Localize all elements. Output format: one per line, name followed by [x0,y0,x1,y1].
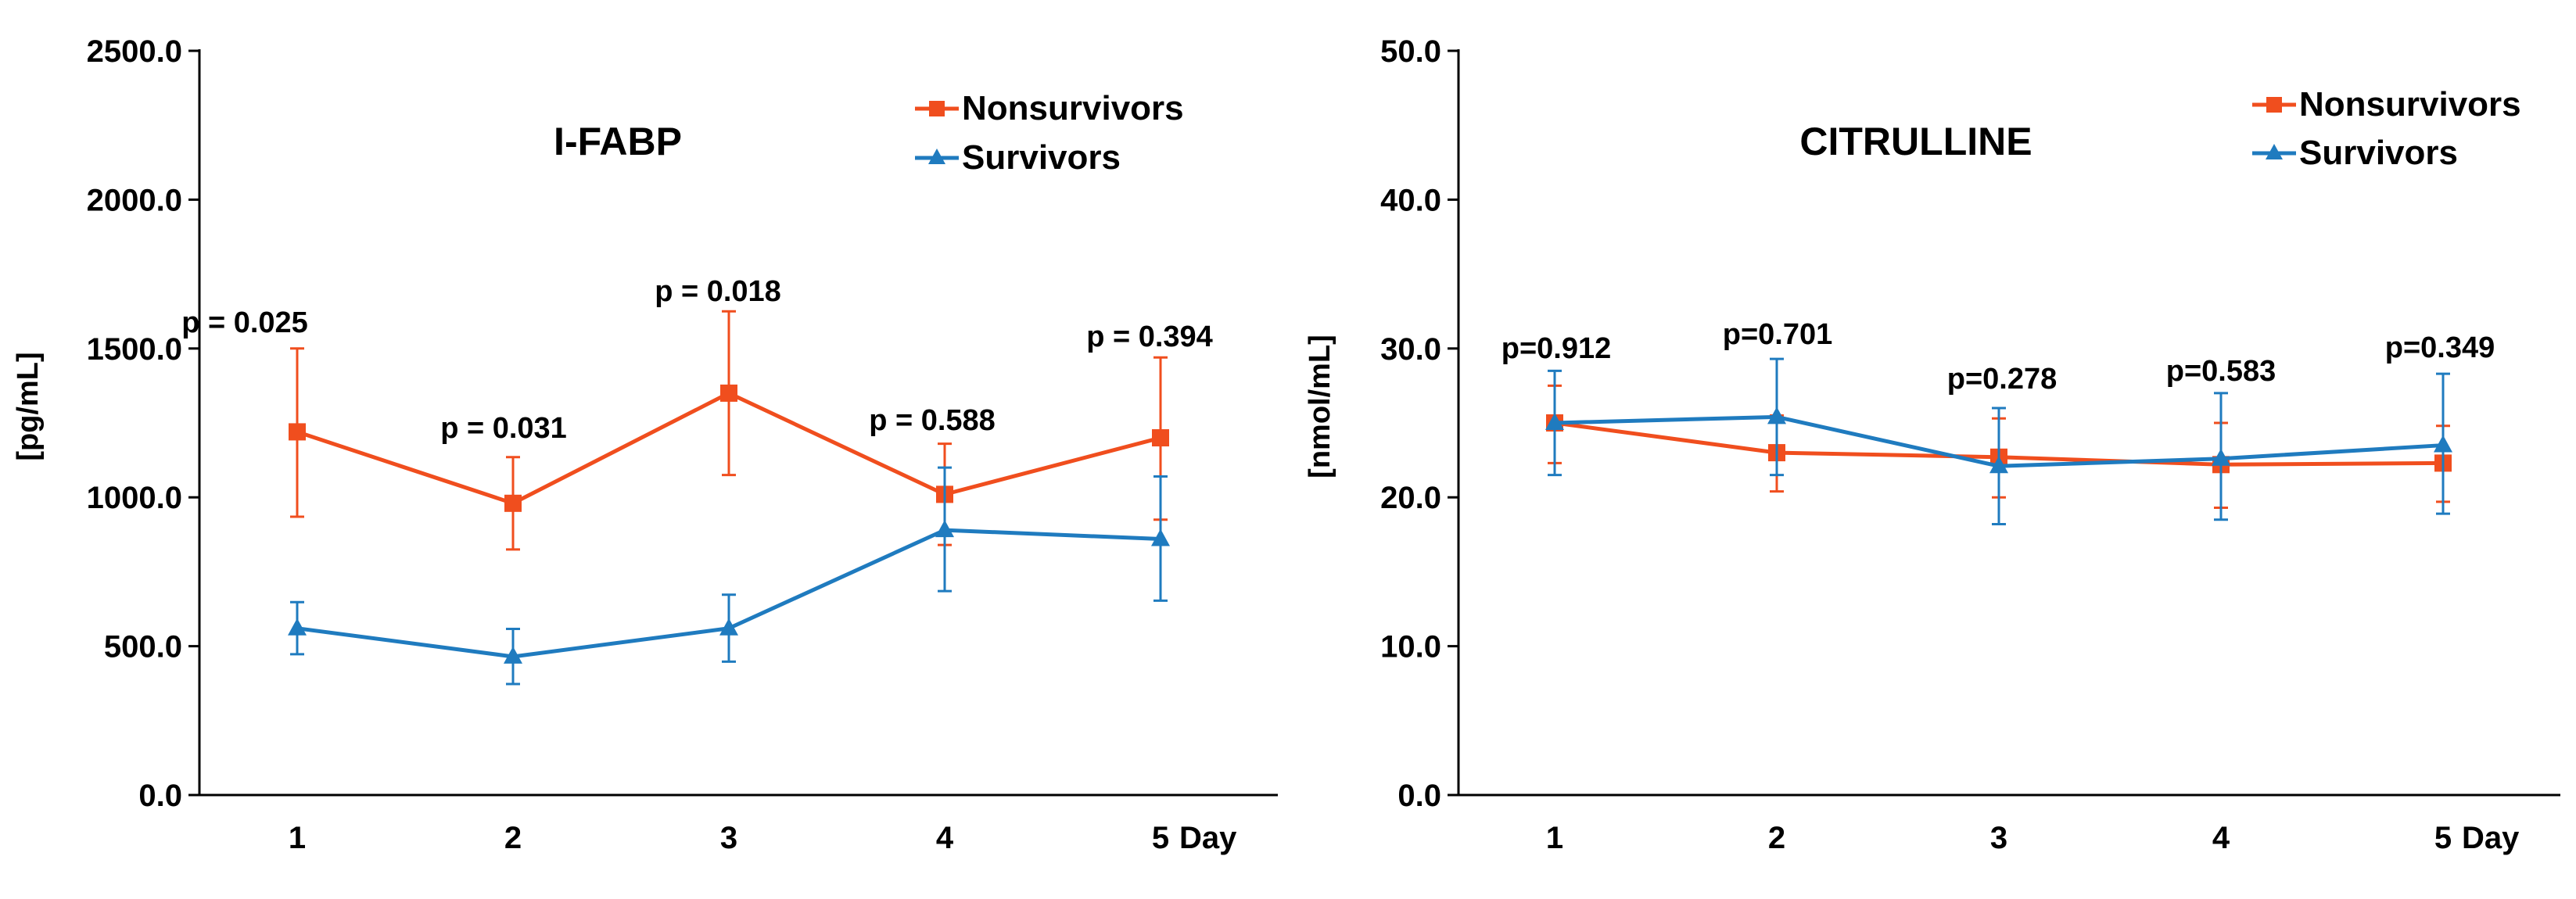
y-tick-label: 2500.0 [87,34,182,69]
x-tick-label: 2 [504,821,522,855]
p-value-label: p = 0.394 [1086,321,1213,353]
x-tick-label: 3 [720,821,737,855]
x-tick-label: 4 [2212,821,2230,855]
series-survivors [288,466,1170,686]
data-point-triangle [504,646,522,664]
y-tick-label: 50.0 [1380,34,1441,69]
legend-label: Nonsurvivors [962,89,1184,127]
legend-label: Nonsurvivors [2299,85,2521,124]
legend-marker-triangle [2266,144,2283,159]
p-value-label: p=0.278 [1947,363,2058,396]
chart-2: 0.0 10.0 20.0 30.0 40.0 50.0 1 2 3 4 5 Day [nmol/mL]… [1304,34,2560,855]
data-point-square [504,494,522,512]
p-value-label: p = 0.018 [655,275,781,308]
y-tick-label: 0.0 [138,779,182,813]
series-nonsurvivors [289,310,1169,551]
y-tick-label: 500.0 [104,630,182,664]
x-tick-label: 4 [936,821,954,855]
data-point-triangle [935,520,954,538]
data-point-triangle [2434,435,2452,453]
y-tick-label: 2000.0 [87,183,182,217]
legend-marker-triangle [928,149,945,164]
y-axis-label: [pg/mL] [12,352,45,460]
x-tick-label: 3 [1990,821,2007,855]
data-point-triangle [1989,456,2008,474]
y-tick-label: 30.0 [1380,332,1441,367]
p-value-label: p=0.912 [1501,332,1612,365]
legend-label: Survivors [962,138,1121,177]
data-point-triangle [288,618,307,636]
p-value-label: p = 0.025 [181,306,308,339]
y-tick-label: 40.0 [1380,183,1441,217]
x-tick-label: 5 [2434,821,2452,855]
data-point-triangle [1767,407,1786,424]
x-tick-label: 1 [1546,821,1563,855]
p-value-label: p = 0.588 [869,404,996,437]
y-tick-label: 1500.0 [87,332,182,367]
chart-title: CITRULLINE [1799,120,2032,163]
x-tick-label: 1 [289,821,306,855]
x-axis-label: Day [1179,821,1237,855]
x-axis-label: Day [2462,821,2520,855]
series-survivors [1545,357,2452,525]
y-tick-label: 1000.0 [87,481,182,515]
p-value-label: p=0.701 [1723,318,1833,351]
legend-marker-square [929,101,945,116]
x-tick-label: 2 [1768,821,1785,855]
y-tick-label: 10.0 [1380,630,1441,664]
y-axis-label: [nmol/mL] [1304,335,1336,478]
legend-marker-square [2266,97,2282,113]
data-point-triangle [2212,448,2230,466]
x-tick-label: 5 [1152,821,1169,855]
legend-label: Survivors [2299,134,2458,172]
data-point-triangle [1545,413,1564,430]
data-point-square [289,423,306,441]
data-point-square [720,384,737,402]
p-value-label: p=0.583 [2166,355,2276,388]
p-value-label: p = 0.031 [440,412,567,445]
p-value-label: p=0.349 [2385,331,2495,364]
data-point-triangle [719,618,738,636]
data-point-triangle [1151,528,1170,546]
chart-title: I-FABP [554,120,682,163]
data-point-square [1152,429,1169,447]
chart-1: 0.0 500.0 1000.0 1500.0 2000.0 2500.0 1 2 3 4 5 Day… [12,34,1278,855]
y-tick-label: 20.0 [1380,481,1441,515]
y-tick-label: 0.0 [1397,779,1441,813]
